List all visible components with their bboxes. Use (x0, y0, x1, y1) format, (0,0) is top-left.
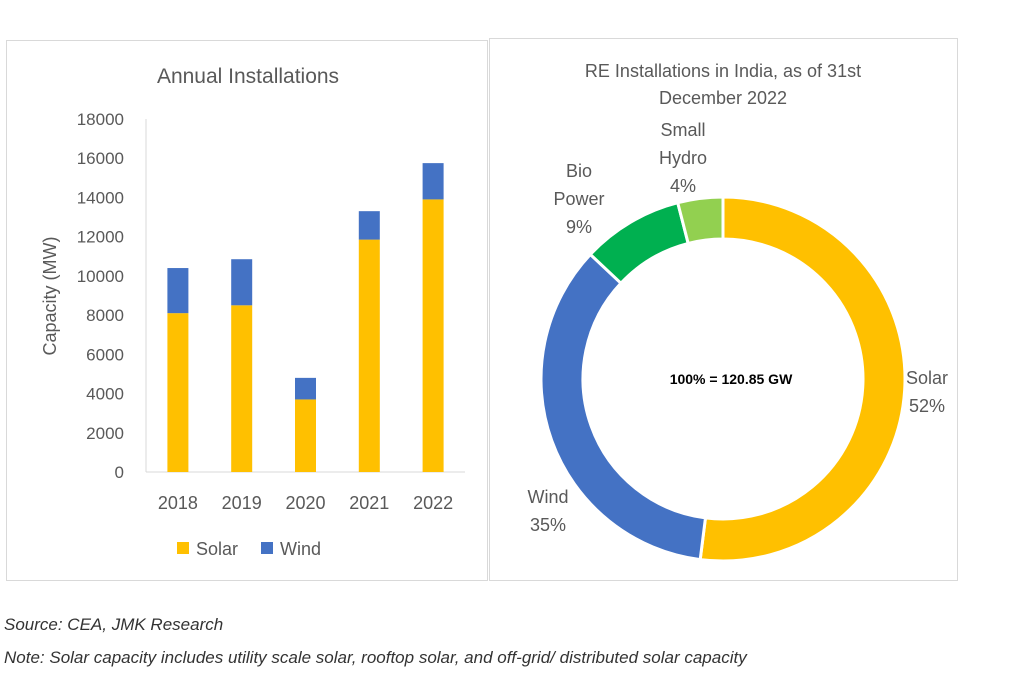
x-tick-label: 2022 (413, 493, 453, 513)
y-tick-label: 2000 (86, 424, 124, 443)
legend-label-wind: Wind (280, 539, 321, 559)
bar-solar-2021 (358, 239, 380, 472)
bar-wind-2022 (422, 163, 444, 200)
bar-solar-2019 (231, 305, 253, 472)
x-tick-label: 2020 (285, 493, 325, 513)
slice-label-bio-power: 9% (566, 217, 592, 237)
slice-label-bio-power: Bio (566, 161, 592, 181)
bar-wind-2018 (167, 268, 189, 314)
slice-label-bio-power: Power (553, 189, 604, 209)
slice-label-solar: Solar (906, 368, 948, 388)
donut-slice-solar (698, 195, 907, 563)
bar-wind-2021 (358, 211, 380, 240)
re-installations-donut-chart: RE Installations in India, as of 31st Dec… (527, 61, 948, 563)
donut-title-line: RE Installations in India, as of 31st (585, 61, 861, 81)
y-axis-label: Capacity (MW) (40, 236, 60, 355)
bar-chart-panel: Annual Installations Capacity (MW) 0 2000 40… (6, 40, 488, 581)
bar-wind-2020 (295, 377, 316, 400)
y-tick-label: 14000 (77, 188, 124, 207)
legend-swatch-solar (177, 542, 189, 554)
slice-label-small-hydro: 4% (670, 176, 696, 196)
x-tick-label: 2018 (158, 493, 198, 513)
slice-label-wind: 35% (530, 515, 566, 535)
legend-swatch-wind (261, 542, 273, 554)
bar-wind-2019 (231, 259, 253, 306)
y-tick-label: 10000 (77, 267, 124, 286)
x-tick-label: 2019 (222, 493, 262, 513)
bar-solar-2020 (295, 399, 316, 472)
donut-slice-small-hydro (675, 195, 725, 246)
donut-center-label: 100% = 120.85 GW (670, 371, 793, 387)
y-tick-label: 8000 (86, 306, 124, 325)
capacity-note: Note: Solar capacity includes utility sc… (4, 648, 747, 667)
y-tick-label: 6000 (86, 345, 124, 364)
bar-solar-2018 (167, 313, 189, 472)
slice-label-wind: Wind (527, 487, 568, 507)
donut-slice-wind (539, 252, 708, 562)
annual-installations-chart: Annual Installations Capacity (MW) 0 2000 40… (40, 65, 465, 559)
slice-label-solar: 52% (909, 396, 945, 416)
slice-label-small-hydro: Hydro (659, 148, 707, 168)
donut-chart-panel: RE Installations in India, as of 31st Dec… (489, 38, 958, 581)
legend-label-solar: Solar (196, 539, 238, 559)
y-tick-label: 12000 (77, 228, 124, 247)
chart-title: Annual Installations (157, 65, 339, 88)
slice-label-small-hydro: Small (660, 120, 705, 140)
y-tick-label: 16000 (77, 149, 124, 168)
source-note: Source: CEA, JMK Research (4, 615, 224, 634)
y-tick-label: 0 (115, 463, 124, 482)
x-tick-label: 2021 (349, 493, 389, 513)
donut-title-line: December 2022 (659, 88, 787, 108)
bar-solar-2022 (422, 199, 444, 472)
y-tick-label: 4000 (86, 385, 124, 404)
y-tick-label: 18000 (77, 110, 124, 129)
